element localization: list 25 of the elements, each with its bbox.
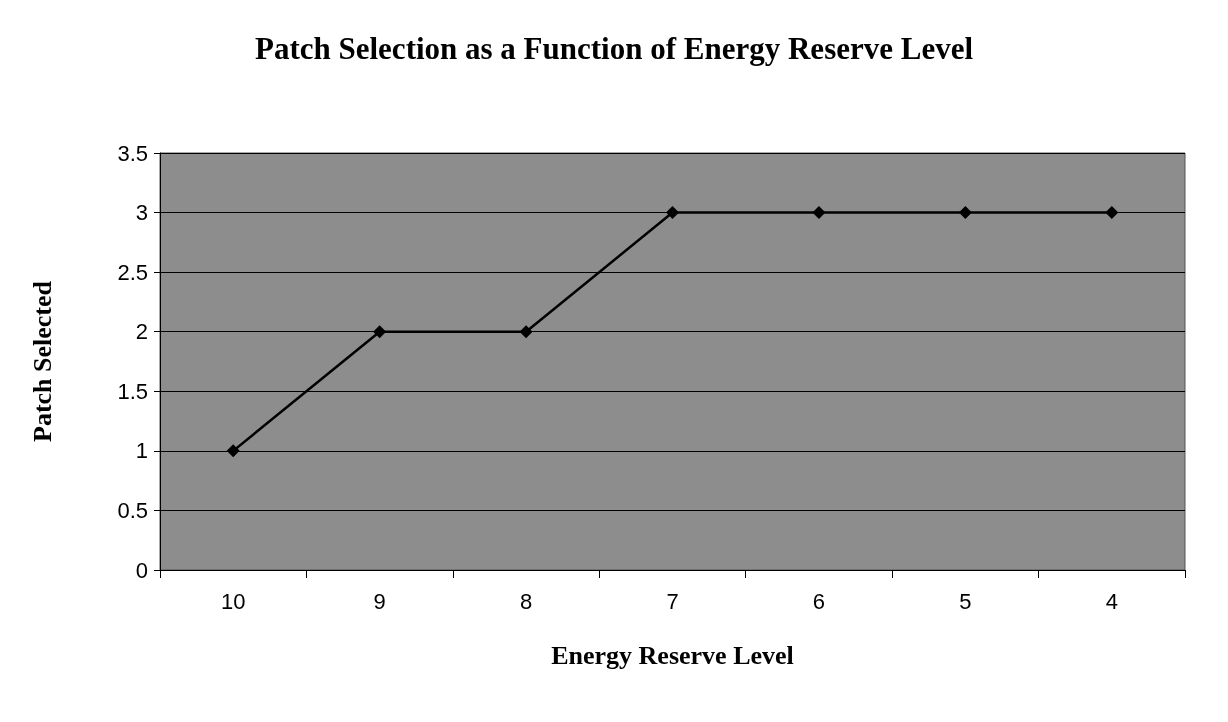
y-tick-label: 0 (135, 557, 148, 583)
y-tick-label: 0.5 (117, 497, 148, 523)
x-tick-label: 9 (373, 588, 386, 614)
point (519, 325, 533, 339)
y-tick-label: 3.5 (117, 140, 148, 166)
point (373, 325, 387, 339)
chart-title: Patch Selection as a Function of Energy Reserve Level (254, 31, 974, 66)
y-axis-title: Patch Selected (27, 280, 57, 443)
y-tick-label: 2 (135, 319, 148, 345)
point (666, 206, 679, 220)
y-tick-label: 2.5 (117, 259, 148, 285)
y-tick-label: 1.5 (117, 378, 148, 404)
x-axis-title: Energy Reserve Level (551, 640, 794, 670)
x-tick-label: 6 (812, 588, 826, 614)
point (1105, 206, 1119, 220)
x-tick-label: 10 (220, 588, 246, 614)
x-tick-label: 4 (1105, 588, 1118, 614)
point (226, 444, 240, 458)
point (958, 206, 972, 220)
y-tick-label: 1 (135, 438, 148, 464)
point (812, 206, 826, 220)
x-tick-label: 7 (666, 588, 679, 614)
x-tick-label: 8 (519, 588, 533, 614)
y-tick-label: 3 (135, 200, 148, 226)
x-tick-label: 5 (959, 588, 972, 614)
